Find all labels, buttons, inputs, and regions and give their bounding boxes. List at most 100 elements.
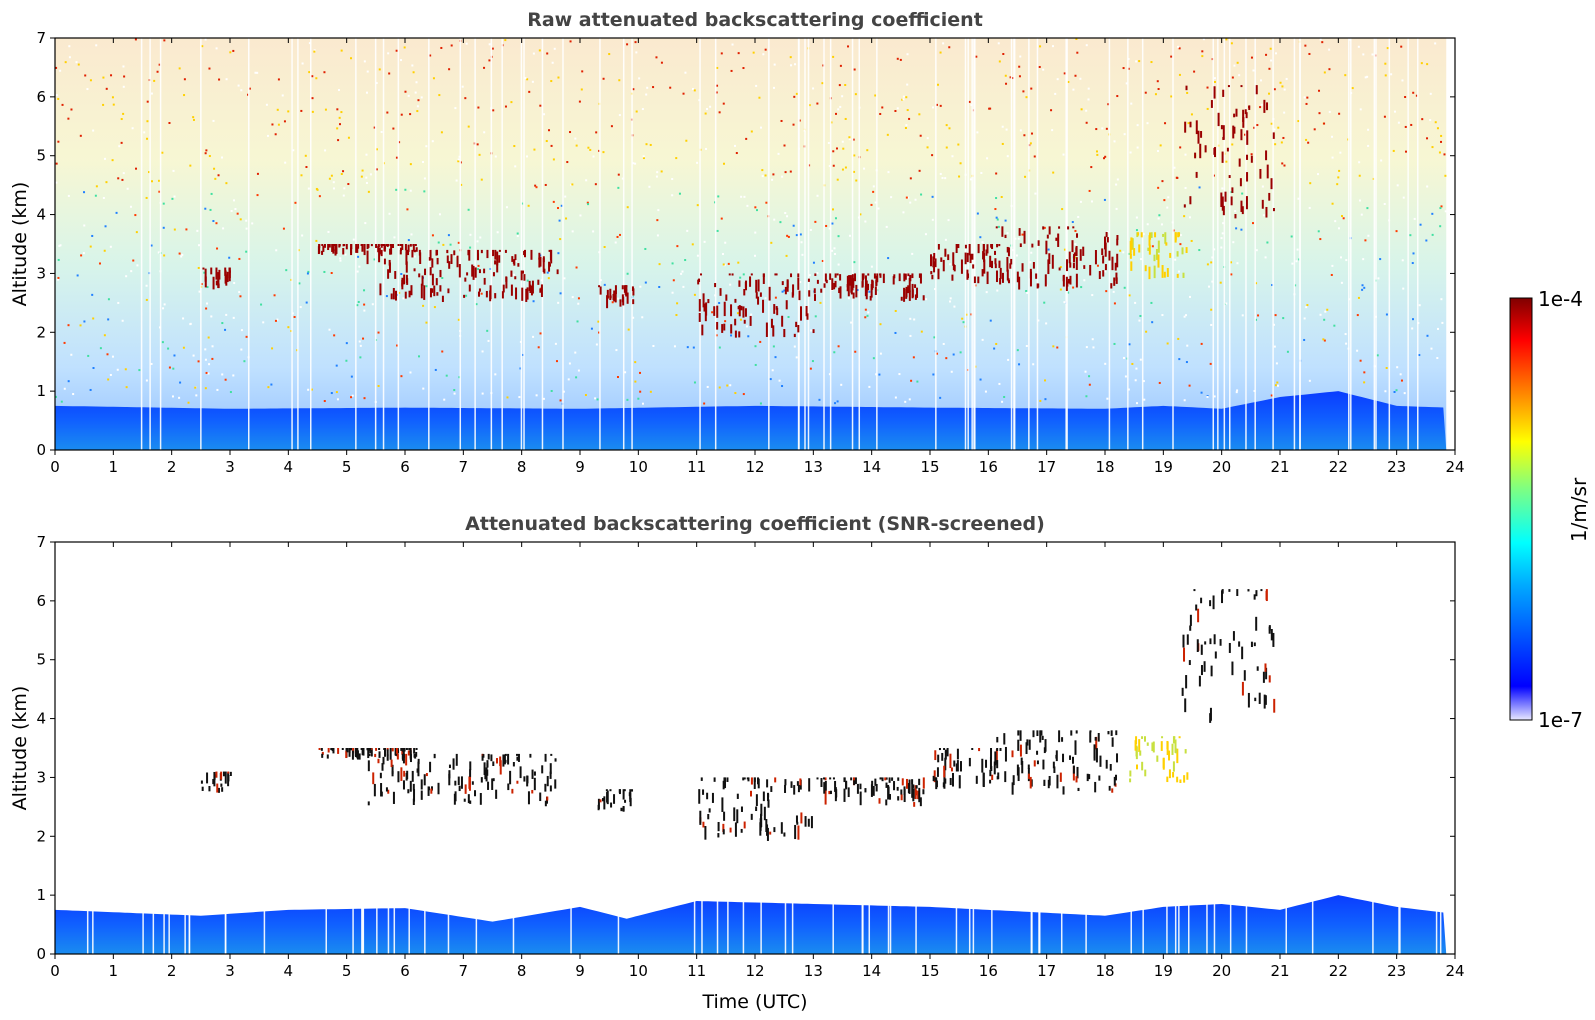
noise-speckle [1418,304,1421,307]
noise-speckle [1236,61,1239,64]
noise-speckle [415,81,418,84]
noise-speckle [442,243,445,246]
noise-speckle [1142,233,1145,236]
noise-speckle [632,88,635,91]
noise-speckle [1143,398,1146,401]
noise-speckle [153,79,156,82]
noise-speckle [1113,140,1116,143]
x-axis-label: Time (UTC) [701,991,807,1013]
noise-speckle [841,168,844,171]
noise-speckle [1091,200,1094,203]
noise-speckle [180,255,183,258]
noise-speckle [95,185,98,188]
noise-speckle [1400,45,1403,48]
noise-speckle [232,316,235,319]
data-dropout [1172,38,1174,450]
noise-speckle [478,153,481,156]
noise-speckle [1383,115,1386,118]
noise-speckle [1275,362,1278,365]
noise-speckle [171,197,174,200]
noise-speckle [212,119,215,122]
noise-speckle [1426,185,1429,188]
noise-speckle [1178,358,1181,361]
noise-speckle [716,84,719,87]
x-tick-label: 23 [1387,962,1406,980]
data-dropout [159,38,162,450]
data-dropout [184,895,186,954]
noise-speckle [57,258,60,261]
noise-speckle [675,314,678,317]
noise-speckle [678,192,681,195]
noise-speckle [934,288,937,291]
noise-speckle [682,92,685,95]
noise-speckle [577,302,580,305]
noise-speckle [616,235,619,238]
data-dropout [520,38,523,450]
noise-speckle [89,245,92,248]
noise-speckle [1201,55,1204,58]
noise-speckle [232,374,235,377]
noise-speckle [167,347,170,350]
noise-speckle [364,222,367,225]
noise-speckle [774,296,777,299]
noise-speckle [680,272,683,275]
noise-speckle [413,255,416,258]
noise-speckle [285,269,288,272]
noise-speckle [722,263,725,266]
noise-speckle [1157,217,1160,220]
noise-speckle [1318,89,1321,92]
noise-speckle [1198,249,1201,252]
noise-speckle [754,231,757,234]
noise-speckle [1285,77,1288,80]
noise-speckle [1404,125,1407,128]
noise-speckle [686,229,689,232]
noise-speckle [92,129,95,132]
noise-speckle [135,167,138,170]
noise-speckle [1331,202,1334,205]
noise-speckle [121,319,124,322]
data-dropout [599,38,601,450]
y-tick-label: 3 [36,264,46,282]
noise-speckle [1083,279,1086,282]
noise-speckle [1233,64,1236,67]
noise-speckle [1342,217,1345,220]
noise-speckle [879,323,882,326]
noise-speckle [896,57,899,60]
noise-speckle [287,110,290,113]
noise-speckle [216,247,219,250]
y-axis-label: Altitude (km) [9,686,31,811]
data-dropout [86,895,89,954]
noise-speckle [201,45,204,48]
noise-speckle [488,59,491,62]
noise-speckle [916,380,919,383]
noise-speckle [577,369,580,372]
data-dropout [1311,895,1314,954]
noise-speckle [784,212,787,215]
data-dropout [1348,38,1350,450]
noise-speckle [533,148,536,151]
noise-speckle [205,307,208,310]
x-tick-label: 19 [1154,962,1173,980]
noise-speckle [198,290,201,293]
noise-speckle [63,387,66,390]
y-tick-label: 6 [36,592,46,610]
data-dropout [1435,895,1438,954]
noise-speckle [1075,38,1078,41]
noise-speckle [777,152,780,155]
noise-speckle [233,199,236,202]
noise-speckle [747,335,750,338]
noise-speckle [696,161,699,164]
noise-speckle [357,300,360,303]
noise-speckle [1185,361,1188,364]
noise-speckle [1252,222,1255,225]
noise-speckle [726,384,729,387]
noise-speckle [709,105,712,108]
y-tick-label: 7 [36,29,46,47]
noise-speckle [1323,122,1326,125]
noise-speckle [995,172,998,175]
noise-speckle [727,262,730,265]
noise-speckle [638,77,641,80]
x-tick-label: 9 [575,962,585,980]
noise-speckle [1303,96,1306,99]
noise-speckle [298,282,301,285]
